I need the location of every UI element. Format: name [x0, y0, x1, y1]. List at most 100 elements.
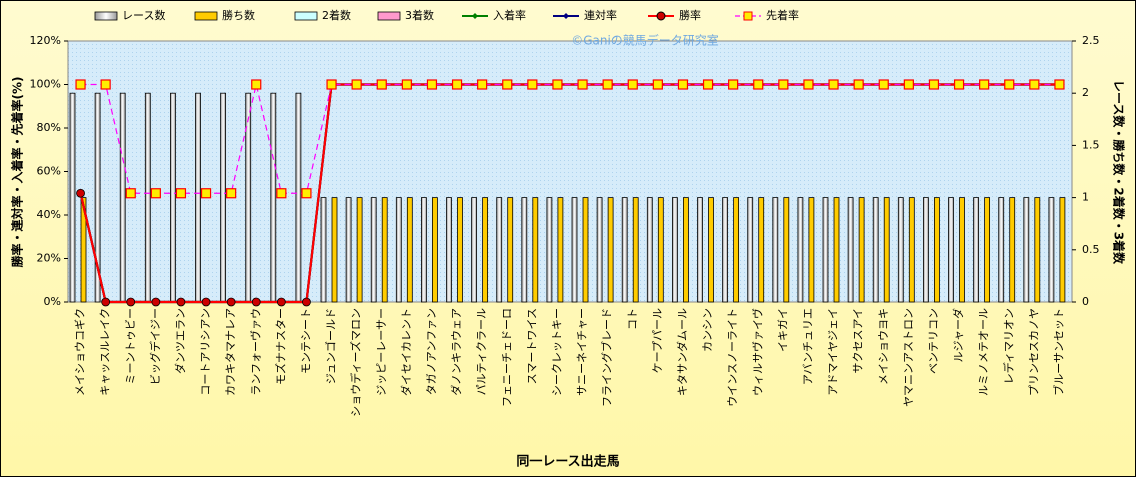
marker [251, 79, 262, 90]
legend-marker [472, 13, 478, 19]
marker [451, 79, 463, 90]
marker [502, 79, 513, 90]
marker [351, 79, 362, 90]
marker [201, 297, 211, 307]
marker [401, 79, 412, 90]
y-tick-label: 60% [37, 165, 61, 178]
y-axis-title: 勝率・連対率・入着率・先着率(%) [10, 77, 25, 268]
marker [778, 79, 789, 90]
x-tick-label: ジッピーレーサー [375, 308, 388, 396]
legend-swatch [94, 11, 118, 21]
marker [302, 297, 311, 307]
x-tick-label: カワキタマナレア [224, 308, 237, 396]
legend-label: 3着数 [405, 8, 434, 22]
marker [979, 79, 990, 90]
bar [144, 92, 151, 303]
line [80, 83, 1060, 194]
marker [652, 79, 663, 90]
marker [125, 188, 136, 199]
x-tick-label: ウインスノーライト [726, 308, 739, 407]
bar [557, 197, 564, 303]
bar [69, 92, 76, 303]
legend-swatch [294, 11, 318, 21]
bar [320, 197, 327, 303]
marker [176, 297, 186, 307]
x-tick-label: ケープパール [651, 308, 664, 373]
bar [406, 197, 413, 303]
x-tick-label: ダイセイカレント [399, 308, 413, 396]
x-tick-label: ベンテリコン [927, 308, 940, 374]
x-tick-label: カンシン [701, 308, 714, 352]
y-tick-label: 120% [30, 34, 61, 47]
marker [677, 79, 689, 90]
bar [245, 92, 252, 303]
legend-label: 2着数 [322, 8, 351, 22]
x-tick-label: アドマイヤジェイ [827, 308, 840, 396]
x-tick-label: モズナナスター [273, 308, 287, 385]
bar [356, 197, 363, 303]
x-tick-label: ミーントゥビー [124, 308, 137, 384]
x-tick-label: レディマリオン [1001, 308, 1015, 384]
bar [959, 197, 965, 303]
bar [471, 197, 478, 303]
bar [421, 197, 427, 303]
y2-tick-label: 0 [1082, 295, 1089, 308]
x-tick-label: サニーネイチャー [576, 308, 589, 396]
bar [783, 197, 790, 303]
marker [226, 297, 236, 307]
x-tick-label: メイショウヨキ [877, 308, 890, 385]
bar [482, 197, 489, 303]
bar [507, 197, 514, 303]
bar [858, 197, 865, 303]
bar [532, 197, 539, 303]
marker [1029, 79, 1040, 90]
x-tick-label: フェニーチェドーロ [500, 308, 513, 407]
y2-tick-label: 1 [1082, 191, 1089, 204]
bar [683, 197, 689, 303]
legend-label: 勝ち数 [222, 8, 255, 22]
marker [426, 79, 438, 90]
y2-tick-label: 0.5 [1082, 243, 1100, 256]
marker [953, 79, 965, 90]
x-tick-label: フライングブレード [600, 308, 614, 407]
bar [370, 197, 377, 303]
marker [126, 297, 136, 307]
y2-tick-label: 1.5 [1082, 138, 1100, 151]
legend-marker [743, 11, 753, 21]
legend-label: 勝率 [679, 8, 701, 22]
bar [973, 197, 980, 303]
y-tick-label: 100% [30, 78, 61, 91]
y-tick-label: 80% [37, 121, 61, 134]
marker [753, 79, 764, 90]
bar [119, 92, 126, 303]
bar [758, 197, 765, 303]
bar [998, 197, 1005, 303]
x-tick-label: タガノアンファン [425, 308, 438, 395]
bar [822, 197, 829, 303]
bar [94, 92, 101, 303]
bar [220, 92, 227, 303]
legend-swatch [194, 11, 218, 21]
x-tick-label: サクセスアイ [852, 308, 865, 373]
x-tick-label: コト [626, 308, 639, 330]
marker [75, 79, 86, 90]
x-tick-label: モンテシート [299, 308, 312, 374]
bar [772, 197, 779, 303]
marker [76, 188, 85, 198]
bar [934, 197, 940, 303]
marker [150, 188, 161, 199]
bar [984, 197, 991, 303]
x-axis-title: 同一レース出走馬 [516, 454, 619, 470]
marker [878, 79, 889, 90]
x-tick-label: ウィルサヴァイヴ [750, 308, 764, 396]
marker [828, 79, 839, 90]
bar [295, 92, 302, 303]
bar [582, 197, 589, 303]
bar [847, 197, 854, 303]
x-tick-label: ショウディーズマロン [349, 308, 363, 417]
marker [552, 79, 563, 90]
y-tick-label: 40% [37, 208, 61, 221]
bar [632, 197, 639, 303]
legend-label: レース数 [122, 9, 165, 22]
bar [546, 197, 553, 303]
